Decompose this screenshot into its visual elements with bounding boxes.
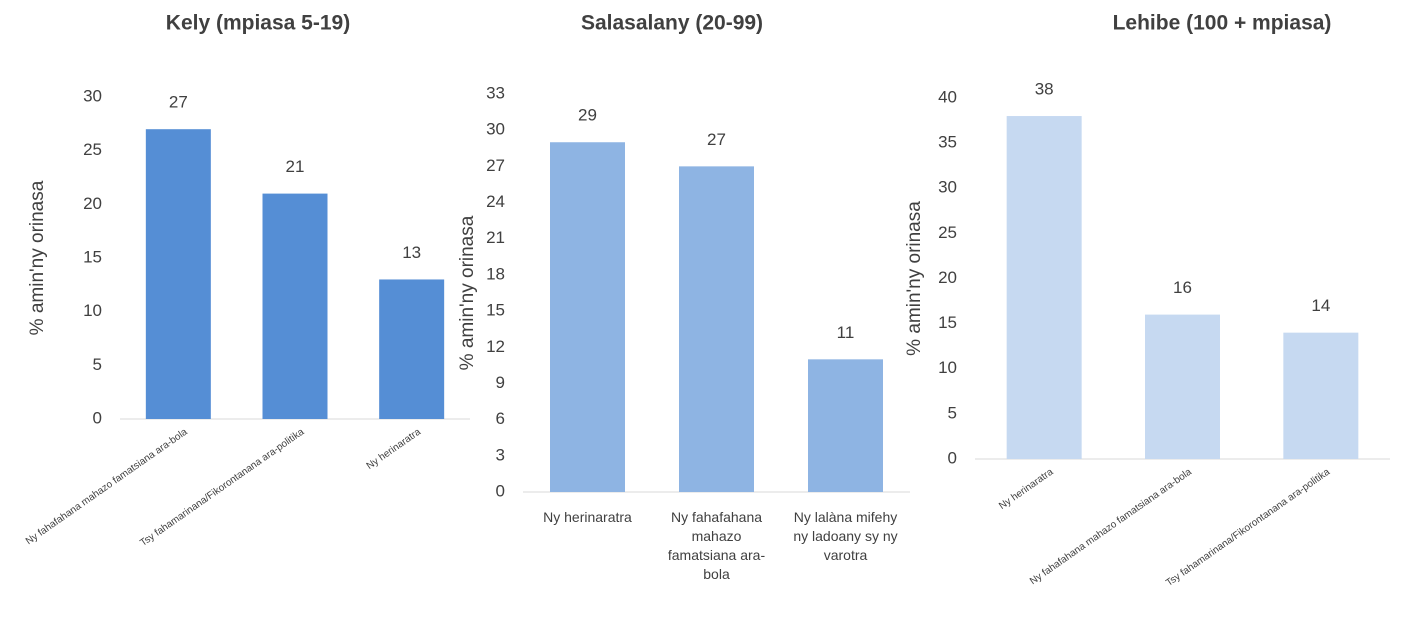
y-axis-label: % amin'ny orinasa xyxy=(904,201,925,356)
bar xyxy=(550,142,625,492)
y-tick-label: 21 xyxy=(486,228,505,247)
bar xyxy=(1145,314,1220,459)
data-label: 14 xyxy=(1311,296,1330,315)
x-tick-label: Ny fahafahana mahazo famatsiana ara-bola xyxy=(1028,466,1194,587)
data-label: 16 xyxy=(1173,278,1192,297)
chart-title: Kely (mpiasa 5-19) xyxy=(166,12,350,35)
x-tick-label-box: Ny fahafahana mahazo famatsiana ara-bola xyxy=(667,509,766,582)
x-tick-label-box: Ny herinaratra xyxy=(543,509,632,525)
y-tick-label: 24 xyxy=(486,192,505,211)
y-tick-label: 15 xyxy=(938,313,957,332)
y-tick-label: 40 xyxy=(938,87,957,106)
y-tick-label: 35 xyxy=(938,133,957,152)
y-tick-label: 30 xyxy=(938,178,957,197)
y-tick-label: 5 xyxy=(948,403,957,422)
bar xyxy=(808,359,883,492)
y-tick-label: 10 xyxy=(83,301,102,320)
x-tick-label: Ny lalàna mifehy ny ladoany sy ny varotr… xyxy=(793,509,898,563)
y-axis-label: % amin'ny orinasa xyxy=(457,215,478,370)
y-tick-label: 20 xyxy=(938,268,957,287)
y-tick-label: 15 xyxy=(83,247,102,266)
bar xyxy=(679,166,754,492)
y-tick-label: 33 xyxy=(486,83,505,102)
data-label: 13 xyxy=(402,243,421,262)
y-tick-label: 0 xyxy=(948,448,957,467)
bar xyxy=(1006,116,1082,460)
y-tick-label: 6 xyxy=(496,409,505,428)
data-label: 21 xyxy=(286,157,305,176)
bar xyxy=(145,129,211,419)
x-tick-label-box: Ny lalàna mifehy ny ladoany sy ny varotr… xyxy=(793,509,898,563)
x-tick-label: Ny herinaratra xyxy=(543,509,632,525)
bar xyxy=(379,279,445,419)
y-tick-label: 10 xyxy=(938,358,957,377)
chart-title: Lehibe (100 + mpiasa) xyxy=(1113,12,1332,35)
y-tick-label: 12 xyxy=(486,337,505,356)
y-tick-label: 9 xyxy=(496,373,505,392)
data-label: 11 xyxy=(837,323,855,342)
data-label: 38 xyxy=(1035,80,1054,99)
y-tick-label: 30 xyxy=(486,120,505,139)
x-tick-label: Ny herinaratra xyxy=(365,426,424,472)
y-tick-label: 0 xyxy=(93,408,102,427)
data-label: 27 xyxy=(707,130,726,149)
y-tick-label: 5 xyxy=(93,355,102,374)
y-tick-label: 0 xyxy=(496,481,505,500)
y-tick-label: 15 xyxy=(486,301,505,320)
bar xyxy=(262,193,328,419)
data-label: 27 xyxy=(169,93,188,112)
y-tick-label: 3 xyxy=(496,445,505,464)
bar xyxy=(1283,332,1359,459)
chart-title: Salasalany (20-99) xyxy=(581,12,763,35)
y-axis-label: % amin'ny orinasa xyxy=(27,180,48,335)
y-tick-label: 25 xyxy=(938,223,957,242)
x-tick-label: Ny fahafahana mahazo famatsiana ara-bola xyxy=(667,509,766,582)
y-tick-label: 18 xyxy=(486,264,505,283)
data-label: 29 xyxy=(578,106,597,125)
x-tick-label: Tsy fahamarinana/Fikorontanana ara-polit… xyxy=(1164,466,1332,588)
y-tick-label: 25 xyxy=(83,140,102,159)
y-tick-label: 27 xyxy=(486,156,505,175)
y-tick-label: 30 xyxy=(83,86,102,105)
y-tick-label: 20 xyxy=(83,194,102,213)
x-tick-label: Ny herinaratra xyxy=(997,466,1056,512)
